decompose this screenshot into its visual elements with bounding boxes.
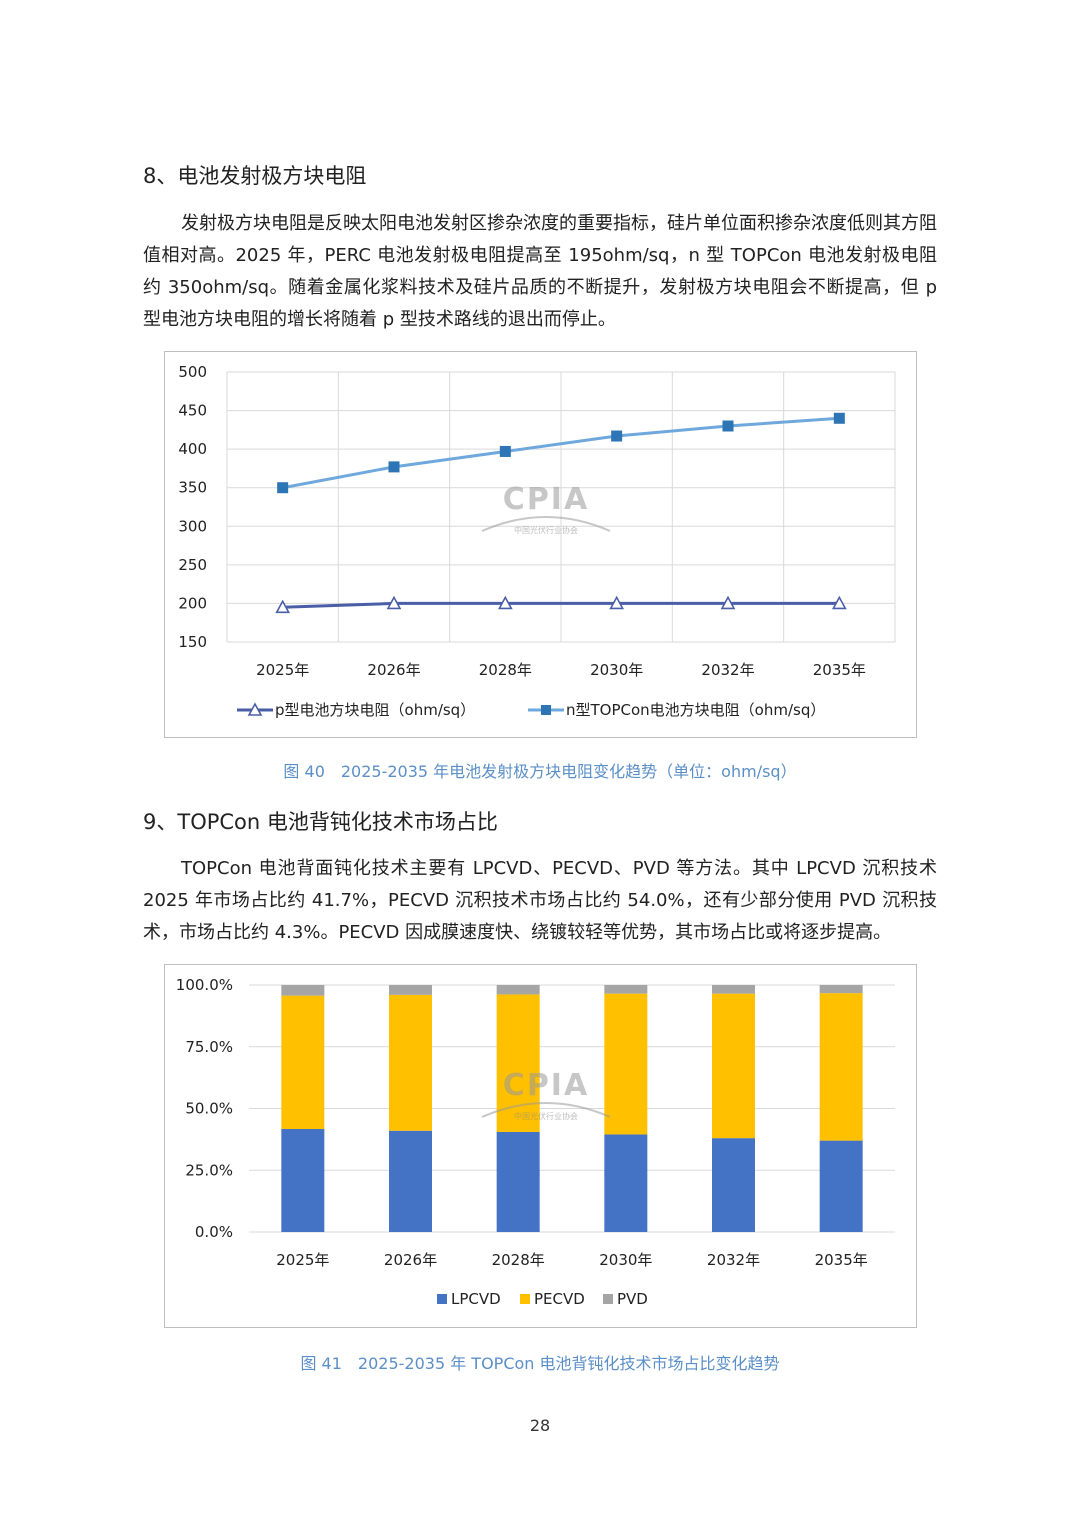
y-tick-label: 200 xyxy=(178,594,207,612)
bar-segment xyxy=(389,985,432,995)
legend-marker xyxy=(541,705,551,715)
data-point-marker xyxy=(833,412,845,424)
x-tick-label: 2028年 xyxy=(479,661,532,679)
cpia-watermark: CPIA 中国光伏行业协会 xyxy=(481,1068,611,1121)
y-tick-label: 0.0% xyxy=(195,1223,233,1241)
data-point-marker xyxy=(722,420,734,432)
y-tick-label: 50.0% xyxy=(185,1100,233,1118)
stacked-bar-chart-svg: 100.0% 75.0% 50.0% 25.0% 0.0% 2025年 2026年 2028年… xyxy=(176,976,895,1308)
cpia-watermark: CPIA 中国光伏行业协会 xyxy=(481,482,611,535)
x-tick-label: 2032年 xyxy=(701,661,754,679)
bar-segment xyxy=(712,985,755,994)
x-tick-label: 2035年 xyxy=(813,661,866,679)
data-point-marker xyxy=(275,599,291,614)
figure-40-caption: 图 40 2025-2035 年电池发射极方块电阻变化趋势（单位：ohm/sq） xyxy=(283,762,797,781)
bar-segment xyxy=(496,985,540,995)
data-point-marker xyxy=(611,430,623,442)
data-point-marker xyxy=(388,461,400,473)
bar-segment xyxy=(389,1130,432,1232)
bar-segment xyxy=(712,993,755,1139)
legend-label: LPCVD xyxy=(451,1290,501,1308)
watermark-logo-text: CPIA xyxy=(503,1068,589,1103)
watermark-org-text: 中国光伏行业协会 xyxy=(514,1111,578,1121)
x-tick-label: 2030年 xyxy=(599,1251,652,1269)
bar-segment xyxy=(281,985,325,996)
bar-segment xyxy=(389,994,432,1131)
series-line xyxy=(282,416,840,490)
data-point-marker xyxy=(831,595,847,610)
data-point-marker xyxy=(720,595,736,610)
data-point-marker xyxy=(386,595,402,610)
y-tick-label: 25.0% xyxy=(185,1161,233,1179)
bar-segment xyxy=(819,985,863,994)
x-tick-label: 2035年 xyxy=(815,1251,868,1269)
legend-label: PECVD xyxy=(534,1290,585,1308)
y-tick-label: 250 xyxy=(178,556,207,574)
y-tick-label: 400 xyxy=(178,440,207,458)
bar-segment xyxy=(604,1134,648,1232)
x-tick-label: 2025年 xyxy=(256,661,309,679)
watermark-org-text: 中国光伏行业协会 xyxy=(514,525,578,535)
bar-segment xyxy=(604,993,648,1135)
data-point-marker xyxy=(497,595,513,610)
section-9-paragraph: TOPCon 电池背面钝化技术主要有 LPCVD、PECVD、PVD 等方法。其… xyxy=(143,858,937,943)
y-tick-label: 450 xyxy=(178,402,207,420)
section-8-paragraph: 发射极方块电阻是反映太阳电池发射区掺杂浓度的重要指标，硅片单位面积掺杂浓度低则其… xyxy=(143,213,937,330)
section-9-title: 9、TOPCon 电池背钝化技术市场占比 xyxy=(143,810,498,834)
legend-swatch xyxy=(520,1294,530,1304)
y-tick-label: 75.0% xyxy=(185,1038,233,1056)
x-tick-label: 2025年 xyxy=(276,1251,329,1269)
x-tick-label: 2032年 xyxy=(707,1251,760,1269)
figure-40-chart: 500 450 400 350 300 250 200 150 2025年 2026年 2028年 2… xyxy=(164,351,917,738)
watermark-logo-text: CPIA xyxy=(503,482,589,517)
x-tick-label: 2026年 xyxy=(367,661,420,679)
legend-label: p型电池方块电阻（ohm/sq） xyxy=(275,701,475,719)
y-tick-label: 150 xyxy=(178,633,207,651)
bar-segment xyxy=(604,985,648,994)
section-8-title: 8、电池发射极方块电阻 xyxy=(143,164,367,188)
data-point-marker xyxy=(499,445,511,457)
legend-label: n型TOPCon电池方块电阻（ohm/sq） xyxy=(566,701,825,719)
watermark-arc xyxy=(481,1102,611,1118)
bar-segment xyxy=(819,993,863,1141)
bar-segment xyxy=(496,1131,540,1232)
y-tick-label: 350 xyxy=(178,479,207,497)
line-chart-svg: 500 450 400 350 300 250 200 150 2025年 2026年 2028年 2… xyxy=(178,363,896,719)
bar-segment xyxy=(712,1138,755,1232)
bar-segment xyxy=(281,1129,325,1232)
data-point-marker xyxy=(609,595,625,610)
y-tick-label: 100.0% xyxy=(176,976,233,994)
figure-41-caption: 图 41 2025-2035 年 TOPCon 电池背钝化技术市场占比变化趋势 xyxy=(300,1354,780,1373)
x-tick-label: 2028年 xyxy=(492,1251,545,1269)
legend-swatch xyxy=(603,1294,613,1304)
watermark-arc xyxy=(481,516,611,532)
legend-marker xyxy=(247,702,263,716)
bar-segment xyxy=(819,1140,863,1232)
series-line xyxy=(282,601,840,609)
figure-41-chart: 100.0% 75.0% 50.0% 25.0% 0.0% 2025年 2026年 2028年… xyxy=(164,964,917,1328)
legend-label: PVD xyxy=(617,1290,648,1308)
x-tick-label: 2030年 xyxy=(590,661,643,679)
bar-segment xyxy=(281,995,325,1130)
x-tick-label: 2026年 xyxy=(384,1251,437,1269)
page-number: 28 xyxy=(529,1416,551,1435)
y-tick-label: 500 xyxy=(178,363,207,381)
y-tick-label: 300 xyxy=(178,517,207,535)
data-point-marker xyxy=(277,482,289,494)
legend-swatch xyxy=(437,1294,447,1304)
